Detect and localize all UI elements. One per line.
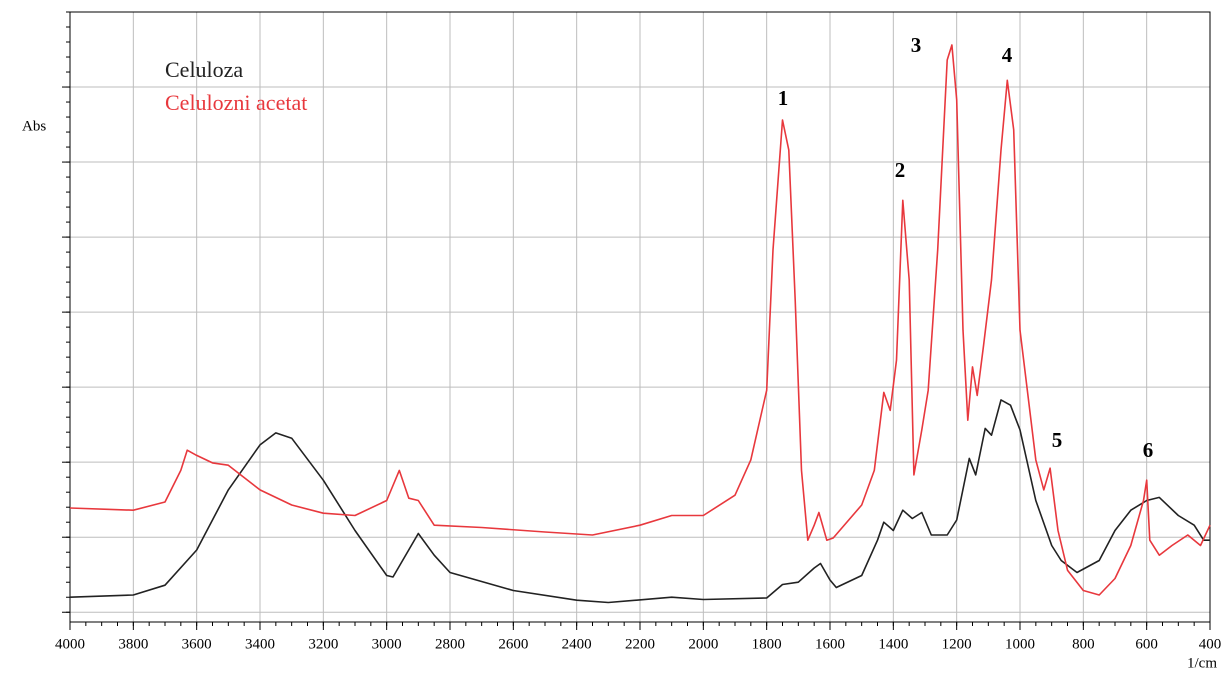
x-tick-label: 1800: [752, 636, 782, 652]
x-tick-label: 2000: [688, 636, 718, 652]
x-tick-label: 1600: [815, 636, 845, 652]
spectrum-line: [69, 44, 1211, 596]
legend-entry: Celulozni acetat: [165, 90, 307, 115]
y-axis-label: Abs: [22, 118, 46, 134]
x-tick-label: 800: [1072, 636, 1095, 652]
x-tick-label: 1400: [878, 636, 908, 652]
x-tick-label: 2600: [498, 636, 528, 652]
x-tick-label: 3800: [118, 636, 148, 652]
x-axis-label: 1/cm: [1187, 655, 1217, 671]
x-tick-label: 400: [1199, 636, 1221, 652]
peak-label: 2: [895, 158, 906, 182]
x-tick-label: 1200: [942, 636, 972, 652]
peak-label: 3: [911, 33, 922, 57]
x-tick-label: 1000: [1005, 636, 1035, 652]
x-tick-label: 3600: [182, 636, 212, 652]
x-tick-label: 4000: [55, 636, 85, 652]
legend-entry: Celuloza: [165, 57, 243, 82]
peak-label: 5: [1052, 428, 1063, 452]
x-tick-label: 3000: [372, 636, 402, 652]
x-tick-label: 3400: [245, 636, 275, 652]
x-tick-label: 2400: [562, 636, 592, 652]
x-tick-label: 600: [1135, 636, 1158, 652]
x-tick-label: 3200: [308, 636, 338, 652]
peak-label: 4: [1002, 43, 1013, 67]
x-tick-label: 2200: [625, 636, 655, 652]
plot-frame: [69, 11, 1211, 623]
spectrum-line: [69, 399, 1210, 604]
peak-label: 6: [1143, 438, 1154, 462]
peak-label: 1: [778, 86, 789, 110]
x-tick-label: 2800: [435, 636, 465, 652]
